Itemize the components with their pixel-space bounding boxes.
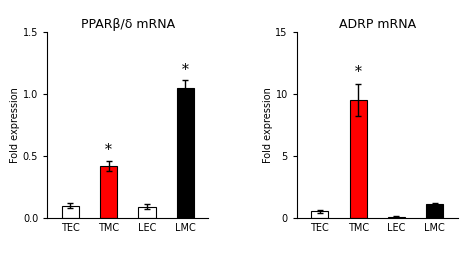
Bar — [61, 206, 79, 218]
Text: *: * — [355, 65, 362, 79]
Bar — [100, 166, 117, 218]
Bar — [388, 217, 405, 218]
Title: ADRP mRNA: ADRP mRNA — [339, 18, 416, 31]
Bar — [350, 100, 367, 218]
Bar — [426, 205, 444, 218]
Title: PPARβ/δ mRNA: PPARβ/δ mRNA — [81, 18, 175, 31]
Bar — [138, 207, 155, 218]
Bar — [311, 211, 329, 218]
Y-axis label: Fold expression: Fold expression — [262, 87, 273, 163]
Text: *: * — [105, 143, 112, 157]
Text: *: * — [182, 63, 189, 77]
Y-axis label: Fold expression: Fold expression — [10, 87, 20, 163]
Bar — [177, 88, 194, 218]
